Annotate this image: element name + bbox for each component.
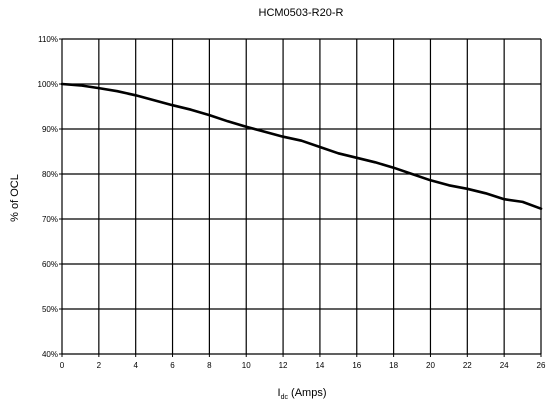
x-axis-label: Idc (Amps) [278, 387, 327, 401]
x-axis-label-sub: dc [281, 394, 289, 401]
y-tick-label: 80% [42, 170, 58, 179]
x-tick-label: 6 [170, 361, 175, 370]
x-tick-label: 10 [242, 361, 251, 370]
y-tick-label: 110% [38, 35, 58, 44]
x-tick-label: 24 [500, 361, 509, 370]
y-axis-label: % of OCL [9, 174, 21, 222]
x-tick-label: 20 [426, 361, 435, 370]
chart-title: HCM0503-R20-R [259, 7, 344, 19]
y-tick-label: 60% [42, 260, 58, 269]
y-tick-label: 40% [42, 350, 58, 359]
y-tick-labels: 40% 50% 60% 70% 80% 90% 100% 110% [38, 35, 62, 359]
x-tick-label: 18 [389, 361, 398, 370]
x-axis-label-main: I [278, 387, 281, 399]
series-line [60, 82, 543, 210]
x-tick-label: 4 [133, 361, 138, 370]
x-tick-label: 8 [207, 361, 212, 370]
grid [61, 38, 542, 355]
y-tick-label: 50% [42, 305, 58, 314]
x-tick-label: 16 [352, 361, 361, 370]
x-tick-label: 26 [537, 361, 546, 370]
y-tick-label: 100% [38, 80, 58, 89]
x-tick-label: 12 [279, 361, 288, 370]
x-axis-label-rest: (Amps) [288, 387, 327, 399]
series-group [60, 82, 543, 210]
x-tick-label: 2 [97, 361, 102, 370]
x-tick-label: 22 [463, 361, 472, 370]
x-tick-label: 0 [60, 361, 65, 370]
y-tick-label: 70% [42, 215, 58, 224]
x-tick-label: 14 [315, 361, 324, 370]
x-tick-labels: 0 2 4 6 8 10 12 14 16 18 20 22 24 26 [60, 354, 546, 370]
y-tick-label: 90% [42, 125, 58, 134]
